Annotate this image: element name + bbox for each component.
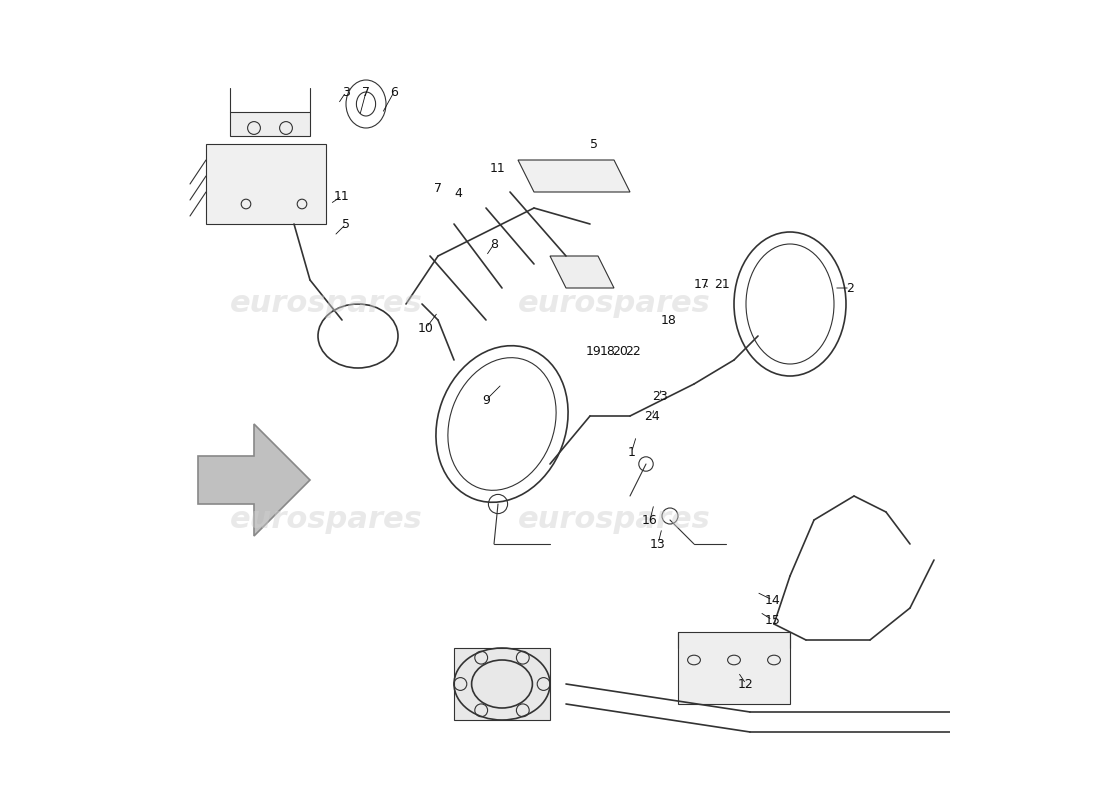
Polygon shape — [678, 632, 790, 704]
Polygon shape — [206, 144, 326, 224]
Text: 2: 2 — [846, 282, 854, 294]
Text: 5: 5 — [590, 138, 598, 150]
Text: eurospares: eurospares — [518, 506, 711, 534]
Text: 19: 19 — [586, 346, 602, 358]
Text: 17: 17 — [694, 278, 710, 290]
Text: 1: 1 — [628, 446, 636, 458]
Polygon shape — [198, 424, 310, 536]
Text: 21: 21 — [714, 278, 730, 290]
Text: 14: 14 — [764, 594, 780, 606]
Text: 4: 4 — [454, 187, 462, 200]
Text: 13: 13 — [650, 538, 666, 550]
Text: 7: 7 — [434, 182, 442, 194]
Text: 22: 22 — [625, 346, 641, 358]
Text: 12: 12 — [738, 678, 754, 690]
Text: 15: 15 — [764, 614, 780, 626]
Text: 5: 5 — [342, 218, 350, 230]
Text: 8: 8 — [490, 238, 498, 250]
Text: 11: 11 — [491, 162, 506, 174]
Text: 10: 10 — [418, 322, 433, 334]
Polygon shape — [550, 256, 614, 288]
Text: 18: 18 — [600, 346, 616, 358]
Text: 7: 7 — [362, 86, 370, 98]
Text: 18: 18 — [660, 314, 676, 326]
Text: 24: 24 — [645, 410, 660, 422]
Text: 20: 20 — [613, 346, 628, 358]
Text: 3: 3 — [342, 86, 350, 98]
Text: eurospares: eurospares — [230, 290, 422, 318]
Text: 16: 16 — [642, 514, 658, 526]
Text: 23: 23 — [652, 390, 669, 402]
Text: eurospares: eurospares — [230, 506, 422, 534]
Polygon shape — [454, 648, 550, 720]
Text: 11: 11 — [334, 190, 350, 202]
Text: 6: 6 — [390, 86, 398, 98]
Polygon shape — [230, 112, 310, 136]
Text: 9: 9 — [482, 394, 490, 406]
Text: eurospares: eurospares — [518, 290, 711, 318]
Polygon shape — [518, 160, 630, 192]
